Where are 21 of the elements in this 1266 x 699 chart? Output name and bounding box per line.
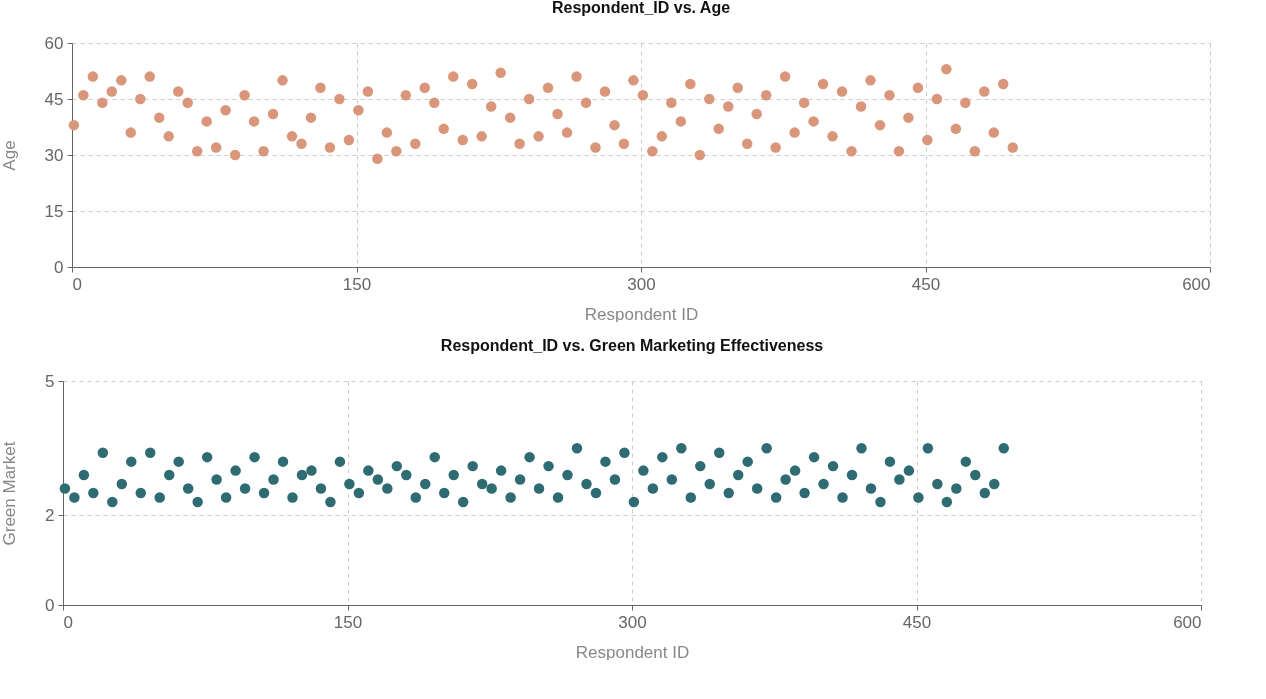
chart-title: Respondent_ID vs. Green Marketing Effectiveness <box>440 337 824 354</box>
y-tick-label: 15 <box>44 201 64 221</box>
y-axis-title: Age <box>0 140 19 171</box>
x-tick-label: 450 <box>902 612 932 632</box>
y-tick-label: 2 <box>45 505 55 525</box>
y-tick-label: 5 <box>45 371 55 391</box>
y-tick-label: 60 <box>44 33 64 53</box>
x-tick-label: 300 <box>618 612 647 632</box>
x-tick-label: 150 <box>333 612 363 632</box>
x-tick-label: 300 <box>627 274 656 294</box>
chart-title: Respondent_ID vs. Age <box>551 0 731 16</box>
x-tick-label: 0 <box>72 274 82 294</box>
y-tick-label: 0 <box>54 257 64 277</box>
y-axis-title: Green Market <box>0 441 20 546</box>
y-tick-label: 45 <box>44 89 64 109</box>
y-tick-label: 30 <box>44 145 64 165</box>
x-tick-label: 450 <box>911 274 941 294</box>
y-tick-label: 0 <box>45 595 55 615</box>
x-tick-label: 150 <box>342 274 372 294</box>
x-tick-label: 600 <box>1173 612 1202 632</box>
x-tick-label: 600 <box>1182 274 1211 294</box>
